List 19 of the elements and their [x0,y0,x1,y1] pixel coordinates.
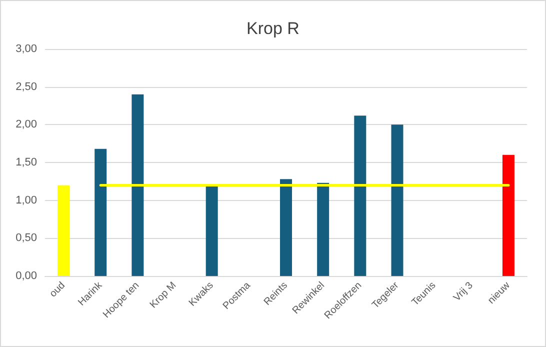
y-tick-label: 2,00 [16,118,37,131]
x-tick-label: Vrij 3 [452,280,476,304]
bar [354,116,366,276]
bar [206,186,218,276]
x-tick-label: oud [48,280,68,300]
bar [58,185,70,276]
bar [391,124,404,276]
bar [317,182,330,276]
bar [94,148,107,276]
y-tick-label: 0,50 [16,232,37,244]
y-tick-label: 0,00 [16,270,37,282]
y-tick-label: 3,00 [16,43,37,55]
y-tick-label: 1,50 [16,156,37,168]
bar [502,154,514,276]
y-tick-label: 1,00 [16,194,37,206]
bar [132,94,144,276]
chart-title: Krop R [246,19,300,38]
bar [280,179,292,276]
y-tick-label: 2,50 [16,80,37,93]
